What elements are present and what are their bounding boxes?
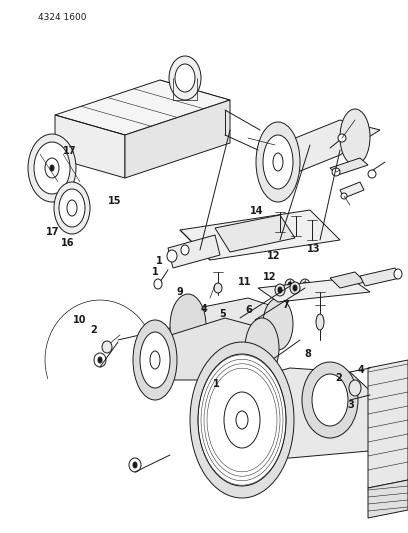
Polygon shape — [340, 182, 364, 198]
Ellipse shape — [300, 279, 310, 291]
Ellipse shape — [316, 314, 324, 330]
Ellipse shape — [59, 189, 85, 227]
Ellipse shape — [133, 462, 137, 468]
Text: 3: 3 — [348, 400, 354, 410]
Text: 16: 16 — [60, 238, 74, 247]
Ellipse shape — [288, 282, 292, 288]
Text: 14: 14 — [250, 206, 264, 215]
Ellipse shape — [94, 353, 106, 367]
Ellipse shape — [236, 411, 248, 429]
Ellipse shape — [338, 134, 346, 142]
Text: 11: 11 — [238, 278, 252, 287]
Polygon shape — [55, 115, 125, 178]
Ellipse shape — [256, 122, 300, 202]
Text: 17: 17 — [46, 227, 60, 237]
Polygon shape — [188, 298, 278, 352]
Ellipse shape — [273, 153, 283, 171]
Ellipse shape — [170, 294, 206, 358]
Text: 12: 12 — [266, 251, 280, 261]
Ellipse shape — [224, 392, 260, 448]
Text: 10: 10 — [73, 315, 86, 325]
Ellipse shape — [167, 250, 177, 262]
Ellipse shape — [263, 298, 293, 350]
Polygon shape — [330, 272, 365, 288]
Polygon shape — [180, 210, 340, 260]
Text: 5: 5 — [219, 310, 226, 319]
Polygon shape — [168, 235, 220, 268]
Ellipse shape — [45, 158, 59, 178]
Polygon shape — [330, 158, 368, 175]
Polygon shape — [368, 360, 408, 488]
Ellipse shape — [175, 64, 195, 92]
Ellipse shape — [169, 56, 201, 100]
Ellipse shape — [368, 170, 376, 178]
Polygon shape — [360, 268, 400, 286]
Text: 4: 4 — [201, 304, 207, 314]
Ellipse shape — [293, 285, 297, 291]
Ellipse shape — [214, 283, 222, 293]
Text: 17: 17 — [62, 146, 76, 156]
Polygon shape — [210, 368, 380, 458]
Text: 1: 1 — [213, 379, 220, 389]
Ellipse shape — [340, 109, 370, 165]
Ellipse shape — [133, 320, 177, 400]
Polygon shape — [55, 80, 230, 135]
Ellipse shape — [263, 135, 293, 189]
Ellipse shape — [303, 282, 307, 288]
Polygon shape — [215, 215, 295, 252]
Text: 2: 2 — [335, 374, 342, 383]
Ellipse shape — [98, 357, 102, 363]
Text: 12: 12 — [262, 272, 276, 282]
Ellipse shape — [190, 342, 294, 498]
Ellipse shape — [28, 134, 76, 202]
Ellipse shape — [285, 279, 295, 291]
Ellipse shape — [150, 351, 160, 369]
Polygon shape — [155, 318, 262, 380]
Text: 8: 8 — [305, 350, 311, 359]
Text: 1: 1 — [156, 256, 162, 266]
Ellipse shape — [54, 182, 90, 234]
Ellipse shape — [154, 279, 162, 289]
Polygon shape — [258, 278, 370, 302]
Ellipse shape — [312, 374, 348, 426]
Text: 2: 2 — [91, 326, 97, 335]
Text: 4: 4 — [358, 366, 364, 375]
Ellipse shape — [275, 284, 285, 296]
Polygon shape — [125, 100, 230, 178]
Polygon shape — [368, 480, 408, 518]
Ellipse shape — [394, 269, 402, 279]
Ellipse shape — [302, 362, 358, 438]
Ellipse shape — [245, 318, 279, 378]
Polygon shape — [278, 120, 380, 180]
Ellipse shape — [181, 245, 189, 255]
Ellipse shape — [332, 168, 340, 176]
Text: 9: 9 — [176, 287, 183, 297]
Ellipse shape — [140, 332, 170, 388]
Ellipse shape — [290, 282, 300, 294]
Text: 4324 1600: 4324 1600 — [38, 13, 86, 22]
Ellipse shape — [129, 458, 141, 472]
Ellipse shape — [102, 341, 112, 353]
Text: 13: 13 — [307, 245, 321, 254]
Text: 6: 6 — [246, 305, 252, 315]
Ellipse shape — [278, 287, 282, 293]
Text: 15: 15 — [107, 197, 121, 206]
Ellipse shape — [34, 142, 70, 194]
Ellipse shape — [67, 200, 77, 216]
Ellipse shape — [341, 193, 347, 199]
Ellipse shape — [260, 127, 296, 197]
Ellipse shape — [198, 354, 286, 486]
Ellipse shape — [50, 165, 54, 171]
Text: 7: 7 — [282, 300, 289, 310]
Text: 1: 1 — [152, 267, 158, 277]
Ellipse shape — [349, 380, 361, 396]
